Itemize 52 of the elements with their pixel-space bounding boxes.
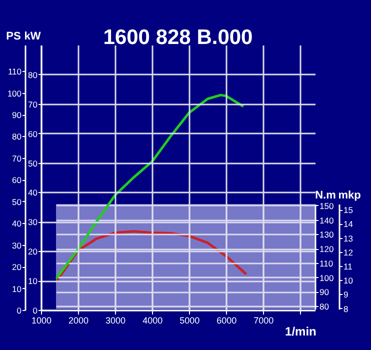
y2-axis-title: mkp — [338, 190, 362, 202]
chart-title: 1600 828 B.000 — [103, 26, 253, 49]
y2-axis-title: PS — [6, 30, 21, 42]
y2-tick-label: 30 — [12, 240, 22, 250]
y-tick-label: 40 — [28, 188, 38, 198]
y2-tick-label: 60 — [12, 175, 22, 186]
y-tick-label: 90 — [320, 287, 330, 298]
y2-tick-label: 110 — [8, 66, 22, 77]
x-tick-label: 4000 — [142, 316, 163, 326]
y2-tick-label: 8 — [344, 304, 348, 314]
y2-tick-label: 70 — [12, 153, 22, 164]
y2-tick-label: 50 — [12, 196, 22, 207]
y2-tick-label: 80 — [12, 132, 22, 142]
y-tick-label: 0 — [32, 306, 38, 316]
y2-tick-label: 20 — [12, 262, 22, 272]
y2-tick-label: 0 — [16, 306, 22, 316]
line-series — [56, 94, 244, 279]
x-tick-label: 3000 — [106, 316, 126, 326]
x-tick-label: 1000 — [31, 316, 52, 326]
y-tick-label: 150 — [320, 200, 334, 211]
y-tick-label: 110 — [320, 258, 334, 268]
y-tick-label: 10 — [28, 276, 38, 286]
y-tick-label: 70 — [28, 99, 38, 110]
x-tick-label: 7000 — [254, 316, 274, 326]
y2-tick-label: 9 — [344, 290, 348, 300]
y2-tick-label: 12 — [344, 247, 354, 258]
y2-tick-label: 100 — [7, 88, 22, 98]
y2-tick-label: 13 — [344, 233, 354, 244]
y-tick-label: 80 — [28, 70, 38, 80]
y-tick-label: 120 — [320, 244, 334, 254]
x-tick-label: 6000 — [216, 316, 237, 326]
y-tick-label: 140 — [320, 215, 334, 226]
y-tick-label: 30 — [28, 217, 38, 228]
y-tick-label: 80 — [320, 302, 330, 312]
y2-tick-label: 10 — [344, 276, 354, 286]
y2-tick-label: 40 — [12, 218, 22, 229]
y2-tick-label: 90 — [12, 110, 22, 120]
x-axis-title: 1/min — [285, 324, 316, 338]
y2-tick-label: 15 — [344, 205, 354, 216]
x-tick-label: 2000 — [68, 316, 89, 326]
y2-tick-label: 11 — [344, 262, 353, 272]
y-axis-title: N.m — [315, 190, 336, 202]
x-tick-label: 5000 — [180, 316, 200, 326]
y-tick-label: 130 — [320, 230, 334, 240]
y-tick-label: 20 — [28, 246, 38, 257]
y-axis-title: kW — [24, 30, 42, 42]
y2-tick-label: 10 — [12, 284, 22, 294]
y-tick-label: 60 — [28, 128, 38, 139]
line-series — [56, 230, 247, 280]
y-tick-label: 50 — [28, 158, 38, 168]
y2-tick-label: 14 — [344, 219, 354, 230]
y-tick-label: 100 — [320, 272, 334, 283]
